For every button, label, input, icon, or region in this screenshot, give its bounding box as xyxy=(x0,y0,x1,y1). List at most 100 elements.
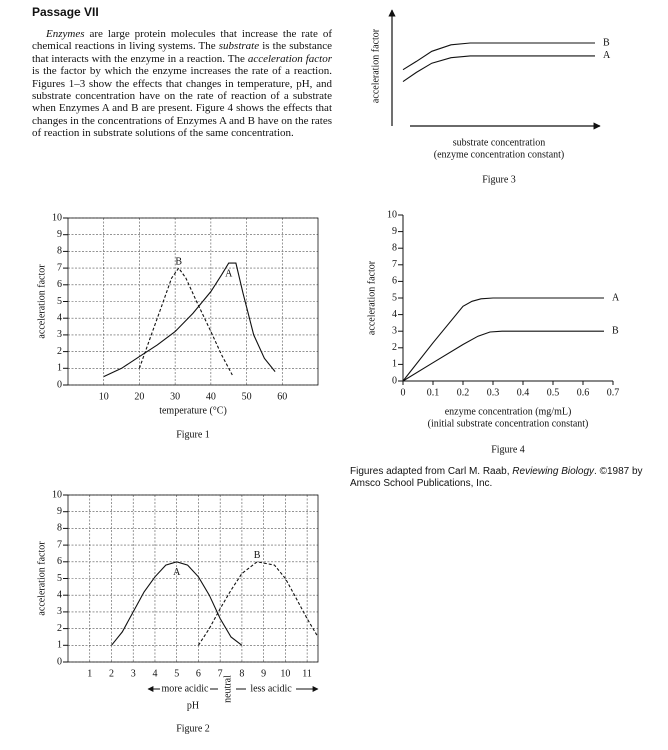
y-tick-label: 8 xyxy=(57,523,62,534)
y-tick-label: 10 xyxy=(387,209,397,220)
y-tick-label: 3 xyxy=(57,329,62,340)
y-tick-label: 0 xyxy=(57,656,62,667)
y-tick-label: 5 xyxy=(57,296,62,307)
y-axis-label: acceleration factor xyxy=(36,541,47,616)
x-tick-label: 0.2 xyxy=(457,387,470,398)
y-tick-label: 1 xyxy=(57,363,62,374)
x-axis-note: (initial substrate concentration constan… xyxy=(428,418,589,429)
y-tick-label: 9 xyxy=(57,506,62,517)
figure-caption: Figure 3 xyxy=(482,174,516,185)
y-tick-label: 3 xyxy=(57,606,62,617)
y-tick-label: 9 xyxy=(392,226,397,237)
series-label: A xyxy=(603,50,611,61)
annotation: less acidic xyxy=(250,683,292,694)
y-tick-label: 1 xyxy=(392,359,397,370)
y-tick-label: 0 xyxy=(57,379,62,390)
text-run: Reviewing Biology xyxy=(512,466,595,477)
x-tick-label: 60 xyxy=(277,391,287,402)
text-run: Figures adapted from Carl M. Raab, xyxy=(350,466,513,477)
series-label: B xyxy=(254,550,261,561)
x-tick-label: 50 xyxy=(242,391,252,402)
x-tick-label: 20 xyxy=(134,391,144,402)
x-tick-label: 40 xyxy=(206,391,216,402)
series-line xyxy=(402,55,595,83)
plot-frame xyxy=(67,217,319,386)
x-tick-label: 10 xyxy=(99,391,109,402)
x-tick-label: 5 xyxy=(174,668,179,679)
x-axis-label: temperature (°C) xyxy=(159,405,227,416)
x-tick-label: 10 xyxy=(280,668,290,679)
y-tick-label: 4 xyxy=(57,312,62,323)
x-axis-label: substrate concentration xyxy=(453,137,545,148)
y-tick-label: 2 xyxy=(392,342,397,353)
x-tick-label: 0.6 xyxy=(577,387,590,398)
credit: Figures adapted from Carl M. Raab, Revie… xyxy=(350,466,655,490)
x-tick-label: 11 xyxy=(302,668,312,679)
y-tick-label: 8 xyxy=(57,246,62,257)
y-tick-label: 10 xyxy=(52,489,62,500)
series-line xyxy=(197,561,319,646)
y-tick-label: 4 xyxy=(57,589,62,600)
series-line xyxy=(402,297,604,382)
y-tick-label: 7 xyxy=(57,262,62,273)
figure-caption: Figure 2 xyxy=(176,723,210,734)
x-tick-label: 4 xyxy=(152,668,157,679)
y-tick-label: 8 xyxy=(392,242,397,253)
text-run: is the factor by which the enzyme increa… xyxy=(32,65,332,140)
x-tick-label: 0.1 xyxy=(427,387,440,398)
passage-text: Enzymes are large protein molecules that… xyxy=(32,28,332,140)
series-label: A xyxy=(173,567,181,578)
y-axis-label: acceleration factor xyxy=(36,264,47,339)
x-tick-label: 0 xyxy=(401,387,406,398)
annotation: neutral xyxy=(222,675,233,703)
x-axis-note: (enzyme concentration constant) xyxy=(434,149,565,160)
plot-frame xyxy=(67,494,319,663)
series-label: A xyxy=(225,268,233,279)
y-tick-label: 3 xyxy=(392,325,397,336)
figure-caption: Figure 1 xyxy=(176,429,210,440)
text-run: substrate xyxy=(218,40,260,53)
y-axis-label: acceleration factor xyxy=(366,260,377,335)
text-run: are large protein molecules that increas… xyxy=(32,28,332,53)
series-line xyxy=(111,561,243,646)
x-tick-label: 2 xyxy=(109,668,114,679)
series-label: B xyxy=(612,325,619,336)
figure-caption: Figure 4 xyxy=(491,444,525,455)
text-run: acceleration factor xyxy=(247,52,332,65)
x-tick-label: 0.4 xyxy=(517,387,530,398)
x-tick-label: 6 xyxy=(196,668,201,679)
series-label: A xyxy=(612,292,620,303)
y-tick-label: 2 xyxy=(57,623,62,634)
y-tick-label: 10 xyxy=(52,212,62,223)
text-run: Enzymes xyxy=(46,28,85,40)
y-tick-label: 2 xyxy=(57,346,62,357)
x-tick-label: 0.7 xyxy=(607,387,620,398)
y-tick-label: 4 xyxy=(392,309,397,320)
x-axis-label: pH xyxy=(187,700,199,711)
series-label: B xyxy=(175,256,182,267)
annotation: more acidic xyxy=(162,683,209,694)
text-run: . ©1987 by Amsco School Publications, In… xyxy=(350,466,643,489)
y-tick-label: 7 xyxy=(57,539,62,550)
x-tick-label: 9 xyxy=(261,668,266,679)
y-tick-label: 6 xyxy=(57,279,62,290)
y-tick-label: 6 xyxy=(57,556,62,567)
series-label: B xyxy=(603,37,610,48)
y-tick-label: 0 xyxy=(392,375,397,386)
y-tick-label: 5 xyxy=(57,573,62,584)
y-tick-label: 9 xyxy=(57,229,62,240)
x-tick-label: 0.5 xyxy=(547,387,560,398)
x-tick-label: 7 xyxy=(218,668,223,679)
x-tick-label: 3 xyxy=(131,668,136,679)
text-run: is the substance that interacts with the… xyxy=(32,40,332,65)
series-line xyxy=(402,42,595,71)
y-tick-label: 7 xyxy=(392,259,397,270)
y-tick-label: 1 xyxy=(57,640,62,651)
x-axis-label: enzyme concentration (mg/mL) xyxy=(445,406,572,417)
y-tick-label: 5 xyxy=(392,292,397,303)
series-line xyxy=(103,262,276,378)
x-tick-label: 1 xyxy=(87,668,92,679)
series-line xyxy=(402,330,604,382)
y-axis-label: acceleration factor xyxy=(370,28,381,103)
